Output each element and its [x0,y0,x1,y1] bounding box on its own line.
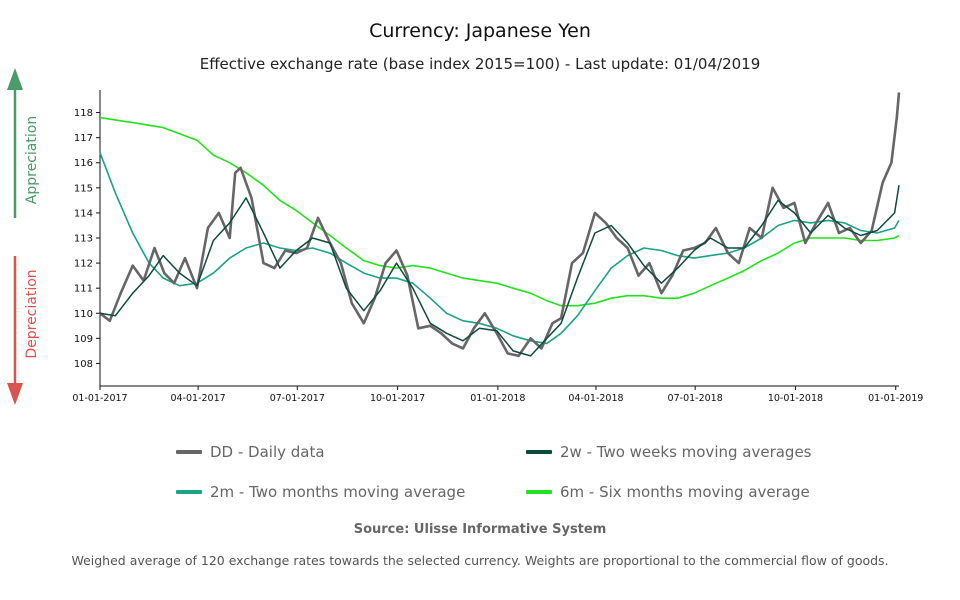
chart-subtitle: Effective exchange rate (base index 2015… [199,55,761,73]
axes: 108 109 110 111 112 113 114 115 116 117 118 01-01-2… [72,90,923,404]
y-tick-label: 116 [74,158,93,169]
y-tick-label: 115 [74,183,93,194]
x-tick-label: 01-01-2017 [72,393,127,404]
series-line-m6 [99,116,900,307]
y-tick-label: 117 [74,133,93,144]
legend-swatch-2m [176,490,202,494]
series-line-m2 [99,152,900,345]
series-line-w2 [99,185,900,357]
legend-item-6m: 6m - Six months moving average [526,483,810,501]
legend-swatch-dd [176,450,202,454]
up-arrow-icon [7,68,23,90]
source-label: Source: Ulisse Informative System [353,522,607,537]
legend-swatch-2w [526,450,552,454]
x-tick-label: 07-01-2017 [270,393,325,404]
legend-label-2w: 2w - Two weeks moving averages [560,443,812,461]
legend-item-dd: DD - Daily data [176,443,325,461]
footnote: Weighed average of 120 exchange rates to… [71,553,889,568]
chart-title: Currency: Japanese Yen [369,20,591,42]
y-tick-label: 118 [74,108,93,119]
x-tick-label: 10-01-2018 [768,393,823,404]
series-line-dd [99,92,901,358]
chart-canvas: Appreciation Depreciation 108 109 110 111 11… [7,68,923,405]
y-tick-label: 114 [74,208,93,219]
y-tick-label: 112 [74,259,93,270]
legend-swatch-6m [526,490,552,494]
y-tick-label: 109 [74,334,93,345]
x-tick-label: 01-01-2019 [868,393,923,404]
y-tick-label: 110 [74,309,93,320]
x-tick-label: 10-01-2017 [370,393,425,404]
down-arrow-icon [7,383,23,405]
legend-label-dd: DD - Daily data [210,443,325,461]
legend-label-2m: 2m - Two months moving average [210,483,466,501]
y-tick-label: 113 [74,234,93,245]
series-layer [99,92,901,358]
x-tick-label: 04-01-2018 [568,393,623,404]
x-tick-label: 07-01-2018 [668,393,723,404]
legend-item-2w: 2w - Two weeks moving averages [526,443,812,461]
depreciation-label: Depreciation [24,269,40,358]
legend-label-6m: 6m - Six months moving average [560,483,810,501]
y-tick-label: 108 [74,359,93,370]
appreciation-depreciation-indicator: Appreciation Depreciation [7,68,40,405]
y-tick-label: 111 [74,284,93,295]
legend-item-2m: 2m - Two months moving average [176,483,465,501]
x-tick-label: 04-01-2017 [170,393,225,404]
appreciation-label: Appreciation [24,116,40,204]
x-tick-label: 01-01-2018 [470,393,525,404]
